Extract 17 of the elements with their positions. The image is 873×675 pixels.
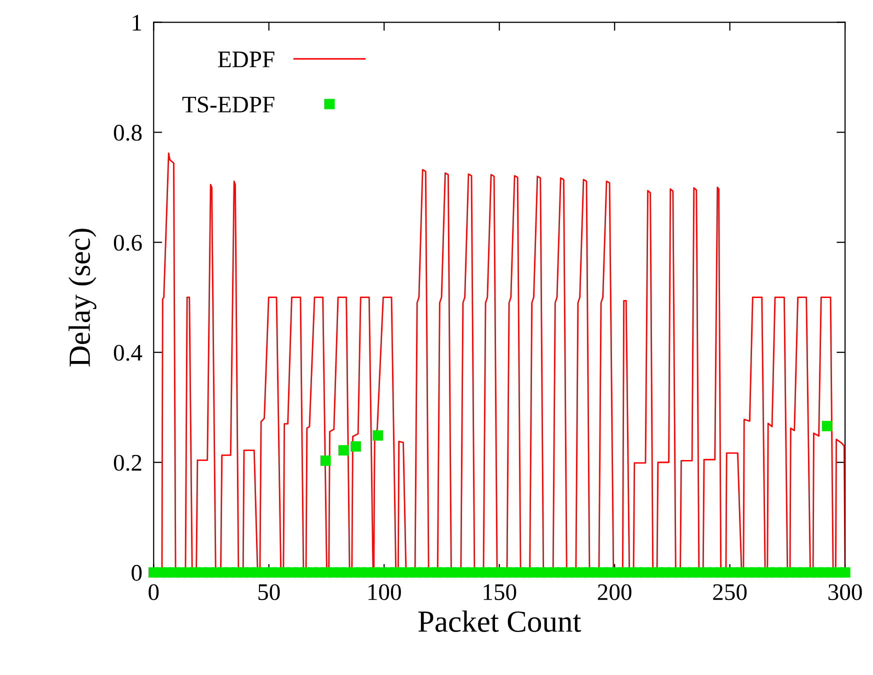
legend-label: EDPF <box>218 52 274 68</box>
x-tick-label: 100 <box>368 584 401 600</box>
y-axis-title: Delay (sec) <box>68 228 96 366</box>
y-tick-label: 0.4 <box>114 344 142 361</box>
y-tick-label: 0.8 <box>114 124 142 141</box>
x-tick-label: 0 <box>148 584 159 600</box>
x-tick-label: 250 <box>713 584 747 600</box>
x-tick-label: 200 <box>598 584 632 600</box>
y-tick-label: 1 <box>132 14 142 30</box>
x-tick-label: 50 <box>258 584 280 600</box>
y-tick-label: 0.6 <box>114 234 142 251</box>
x-tick-label: 300 <box>828 584 862 600</box>
y-tick-label: 0.2 <box>114 454 142 471</box>
x-tick-label: 150 <box>484 584 516 600</box>
x-axis-title: Packet Count <box>418 610 582 632</box>
y-tick-label: 0 <box>132 564 142 581</box>
legend-label: TS-EDPF <box>182 96 274 113</box>
